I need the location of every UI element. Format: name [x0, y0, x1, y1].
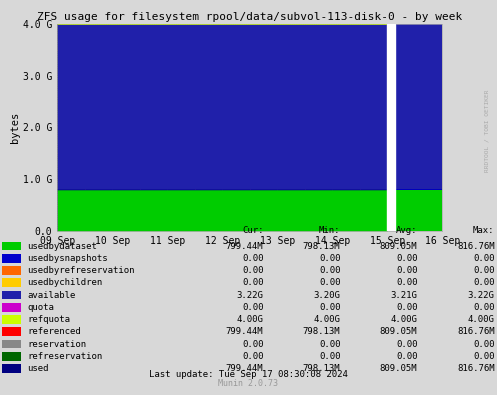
Text: Min:: Min: [319, 226, 340, 235]
Text: 0.00: 0.00 [473, 340, 495, 348]
Text: Munin 2.0.73: Munin 2.0.73 [219, 380, 278, 388]
Text: usedbydataset: usedbydataset [27, 242, 97, 250]
Text: 798.13M: 798.13M [303, 242, 340, 250]
Text: 816.76M: 816.76M [457, 242, 495, 250]
Text: used: used [27, 364, 49, 373]
Text: Max:: Max: [473, 226, 495, 235]
Text: 0.00: 0.00 [396, 278, 417, 287]
Text: 0.00: 0.00 [396, 303, 417, 312]
Text: 4.00G: 4.00G [237, 315, 263, 324]
Text: 0.00: 0.00 [242, 340, 263, 348]
Text: Cur:: Cur: [242, 226, 263, 235]
Text: 0.00: 0.00 [396, 352, 417, 361]
Text: Last update: Tue Sep 17 08:30:08 2024: Last update: Tue Sep 17 08:30:08 2024 [149, 371, 348, 379]
Text: 3.22G: 3.22G [468, 291, 495, 299]
Text: 0.00: 0.00 [319, 352, 340, 361]
Text: 0.00: 0.00 [473, 352, 495, 361]
Text: 816.76M: 816.76M [457, 327, 495, 336]
Text: 0.00: 0.00 [396, 340, 417, 348]
Text: RRDTOOL / TOBI OETIKER: RRDTOOL / TOBI OETIKER [485, 89, 490, 171]
Y-axis label: bytes: bytes [10, 112, 20, 143]
Text: 0.00: 0.00 [473, 266, 495, 275]
Text: referenced: referenced [27, 327, 81, 336]
Text: 0.00: 0.00 [319, 266, 340, 275]
Text: reservation: reservation [27, 340, 86, 348]
Text: 4.00G: 4.00G [314, 315, 340, 324]
Bar [387, 24, 395, 231]
Text: 799.44M: 799.44M [226, 242, 263, 250]
Text: 0.00: 0.00 [473, 254, 495, 263]
Text: usedbychildren: usedbychildren [27, 278, 102, 287]
Text: 0.00: 0.00 [319, 278, 340, 287]
Text: 3.22G: 3.22G [237, 291, 263, 299]
Text: 799.44M: 799.44M [226, 327, 263, 336]
Text: 0.00: 0.00 [242, 352, 263, 361]
Text: usedbyrefreservation: usedbyrefreservation [27, 266, 135, 275]
Text: 3.20G: 3.20G [314, 291, 340, 299]
Text: refreservation: refreservation [27, 352, 102, 361]
Text: 4.00G: 4.00G [391, 315, 417, 324]
Text: available: available [27, 291, 76, 299]
Text: 798.13M: 798.13M [303, 364, 340, 373]
Text: 0.00: 0.00 [319, 303, 340, 312]
Text: 0.00: 0.00 [473, 303, 495, 312]
Text: refquota: refquota [27, 315, 71, 324]
Text: 0.00: 0.00 [473, 278, 495, 287]
Text: 0.00: 0.00 [242, 278, 263, 287]
Text: 809.05M: 809.05M [380, 242, 417, 250]
Text: 799.44M: 799.44M [226, 364, 263, 373]
Text: 3.21G: 3.21G [391, 291, 417, 299]
Text: 0.00: 0.00 [242, 303, 263, 312]
Text: 0.00: 0.00 [319, 254, 340, 263]
Text: 0.00: 0.00 [396, 254, 417, 263]
Text: quota: quota [27, 303, 54, 312]
Text: 4.00G: 4.00G [468, 315, 495, 324]
Text: Avg:: Avg: [396, 226, 417, 235]
Text: 798.13M: 798.13M [303, 327, 340, 336]
Text: 809.05M: 809.05M [380, 327, 417, 336]
Text: 809.05M: 809.05M [380, 364, 417, 373]
Text: 0.00: 0.00 [242, 266, 263, 275]
Text: 816.76M: 816.76M [457, 364, 495, 373]
Title: ZFS usage for filesystem rpool/data/subvol-113-disk-0 - by week: ZFS usage for filesystem rpool/data/subv… [37, 11, 462, 22]
Text: 0.00: 0.00 [396, 266, 417, 275]
Text: 0.00: 0.00 [319, 340, 340, 348]
Text: usedbysnapshots: usedbysnapshots [27, 254, 108, 263]
Text: 0.00: 0.00 [242, 254, 263, 263]
